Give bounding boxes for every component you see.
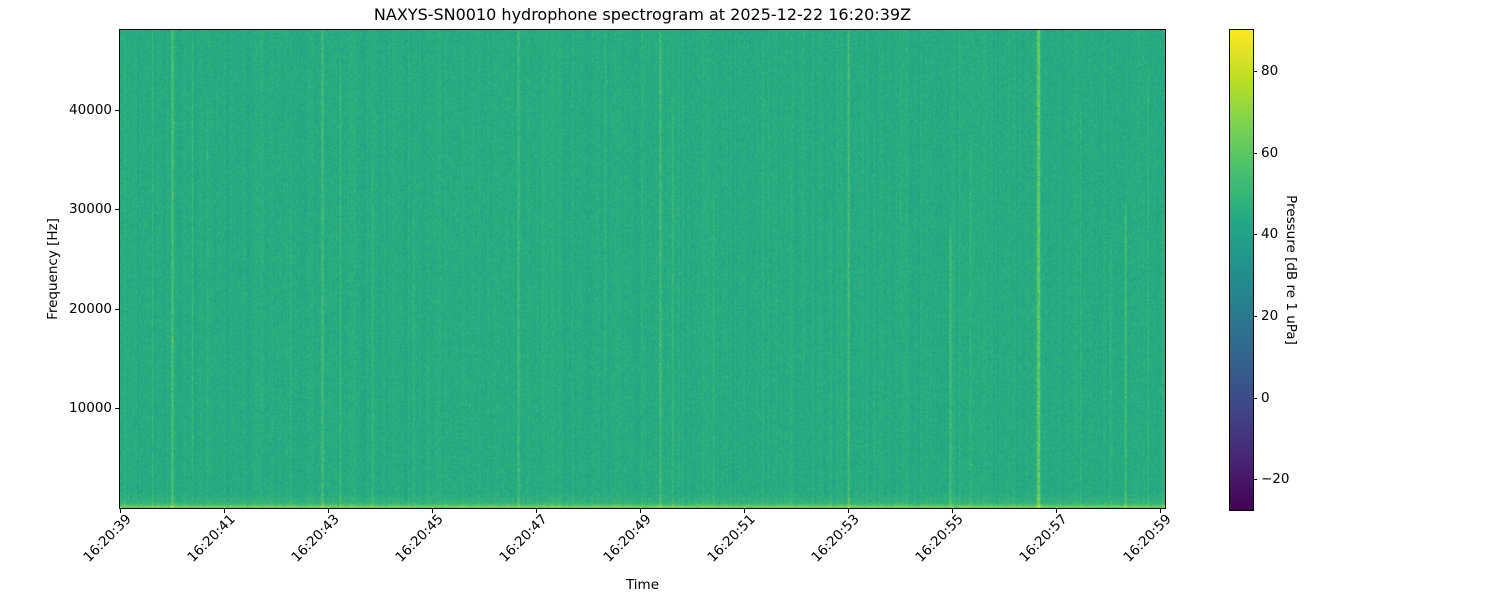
x-tick-label: 16:20:55	[912, 511, 967, 566]
x-tick-label: 16:20:45	[392, 511, 447, 566]
x-tick-mark	[1056, 509, 1057, 513]
x-tick-mark	[328, 509, 329, 513]
y-tick-label: 30000	[69, 201, 112, 217]
y-tick-label: 10000	[69, 400, 112, 416]
y-tick-mark	[115, 110, 119, 111]
colorbar-tick-mark	[1253, 234, 1257, 235]
colorbar-tick-label: 0	[1261, 390, 1270, 406]
spectrogram-heatmap	[120, 30, 1165, 508]
x-tick-label: 16:20:39	[80, 511, 135, 566]
x-tick-label: 16:20:41	[184, 511, 239, 566]
x-tick-mark	[120, 509, 121, 513]
colorbar-tick-mark	[1253, 398, 1257, 399]
colorbar	[1229, 29, 1254, 511]
colorbar-tick-label: −20	[1261, 471, 1290, 487]
colorbar-tick-mark	[1253, 316, 1257, 317]
colorbar-tick-mark	[1253, 153, 1257, 154]
x-tick-label: 16:20:51	[704, 511, 759, 566]
x-tick-label: 16:20:57	[1016, 511, 1071, 566]
colorbar-tick-label: 80	[1261, 63, 1279, 79]
x-tick-mark	[744, 509, 745, 513]
y-tick-mark	[115, 309, 119, 310]
colorbar-tick-label: 60	[1261, 145, 1279, 161]
x-tick-label: 16:20:47	[496, 511, 551, 566]
colorbar-label: Pressure [dB re 1 uPa]	[1283, 195, 1299, 345]
x-tick-label: 16:20:53	[808, 511, 863, 566]
x-tick-label: 16:20:43	[288, 511, 343, 566]
chart-title: NAXYS-SN0010 hydrophone spectrogram at 2…	[373, 5, 912, 24]
x-tick-mark	[432, 509, 433, 513]
colorbar-tick-mark	[1253, 479, 1257, 480]
colorbar-tick-label: 20	[1261, 308, 1279, 324]
colorbar-tick-mark	[1253, 71, 1257, 72]
plot-area	[119, 29, 1166, 509]
y-tick-label: 20000	[69, 301, 112, 317]
x-tick-mark	[952, 509, 953, 513]
colorbar-tick-label: 40	[1261, 226, 1279, 242]
y-tick-label: 40000	[69, 102, 112, 118]
y-tick-mark	[115, 209, 119, 210]
x-tick-mark	[848, 509, 849, 513]
x-axis-label: Time	[625, 577, 660, 593]
x-tick-mark	[224, 509, 225, 513]
x-tick-mark	[640, 509, 641, 513]
colorbar-gradient	[1230, 30, 1253, 510]
y-tick-mark	[115, 408, 119, 409]
x-tick-mark	[1160, 509, 1161, 513]
x-tick-label: 16:20:49	[600, 511, 655, 566]
x-tick-mark	[536, 509, 537, 513]
x-tick-label: 16:20:59	[1120, 511, 1175, 566]
